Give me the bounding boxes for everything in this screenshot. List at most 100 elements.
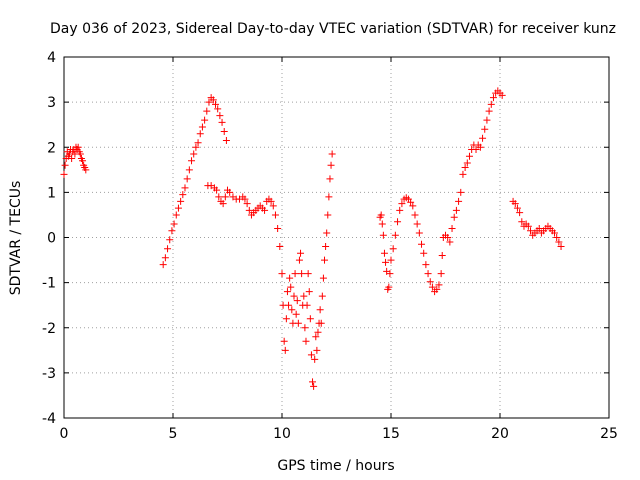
x-axis-label: GPS time / hours (277, 458, 394, 474)
data-point (194, 139, 202, 147)
data-point (201, 116, 209, 124)
x-tick-label: 5 (169, 426, 178, 442)
data-point (196, 130, 204, 138)
data-point (319, 274, 327, 282)
y-tick-label: 1 (47, 185, 56, 201)
data-point (524, 222, 532, 230)
data-point (245, 206, 253, 214)
data-point (312, 333, 320, 341)
data-point (276, 243, 284, 251)
data-point (298, 270, 306, 278)
data-point (283, 288, 291, 296)
data-point (294, 319, 302, 327)
data-point (198, 123, 206, 131)
data-point (293, 297, 301, 305)
data-point (203, 107, 211, 115)
data-point (192, 143, 200, 151)
y-tick-label: 0 (47, 231, 56, 247)
data-point (269, 202, 277, 210)
axis-ticks: 0 5 10 15 20 25 -4 -3 -2 -1 0 1 2 3 4 (42, 50, 618, 442)
data-point (485, 107, 493, 115)
data-point (551, 229, 558, 237)
data-point (222, 136, 230, 144)
data-point (309, 378, 317, 386)
data-point (190, 150, 198, 158)
data-point (68, 155, 76, 163)
data-point (292, 310, 300, 318)
data-point (305, 288, 313, 296)
data-point (513, 204, 521, 212)
data-point (382, 258, 390, 266)
data-point (302, 337, 310, 345)
data-point (322, 243, 330, 251)
x-tick-label: 25 (600, 426, 618, 442)
data-point (179, 191, 187, 199)
data-point (446, 238, 454, 246)
data-point (290, 292, 298, 300)
data-point (164, 245, 172, 253)
data-point (411, 211, 419, 219)
data-point (557, 243, 565, 251)
data-point (428, 283, 436, 291)
data-point (241, 195, 249, 203)
y-tick-label: 2 (47, 140, 56, 156)
data-point (450, 213, 458, 221)
data-point (437, 270, 445, 278)
data-point (60, 170, 68, 178)
y-tick-label: 4 (47, 50, 56, 66)
data-point (481, 125, 489, 133)
data-point (280, 337, 288, 345)
data-point (220, 127, 228, 135)
y-axis-label: SDTVAR / TECUs (8, 181, 24, 296)
data-point (288, 306, 296, 314)
data-point (448, 224, 456, 232)
data-point (386, 270, 394, 278)
data-point (553, 234, 561, 241)
data-point (327, 161, 335, 169)
data-point (226, 188, 234, 196)
data-point (161, 254, 169, 262)
data-point (555, 238, 563, 246)
data-point (518, 218, 526, 226)
data-point (212, 100, 220, 108)
data-point (420, 249, 428, 257)
y-tick-label: -4 (42, 411, 56, 427)
data-point (483, 116, 491, 124)
data-point (301, 324, 309, 332)
data-point (177, 197, 185, 205)
data-point (166, 236, 174, 244)
data-point (433, 285, 441, 293)
data-point (324, 211, 332, 219)
data-point (181, 184, 189, 192)
chart-title: Day 036 of 2023, Sidereal Day-to-day VTE… (50, 21, 616, 37)
data-point (287, 283, 295, 291)
data-point (378, 220, 386, 228)
data-point (435, 281, 443, 289)
data-point (307, 351, 315, 359)
y-tick-label: -2 (42, 321, 56, 337)
data-point (261, 206, 269, 214)
y-tick-label: 3 (47, 95, 56, 111)
data-point (394, 218, 402, 226)
data-point (326, 175, 334, 183)
data-point (271, 211, 279, 219)
data-point (216, 112, 224, 120)
data-point (377, 211, 385, 219)
data-point (415, 229, 423, 237)
data-point (459, 170, 467, 178)
data-point (79, 157, 87, 165)
data-point (316, 306, 324, 314)
data-point (511, 200, 519, 208)
data-point (174, 204, 182, 212)
data-point (61, 161, 69, 169)
data-point (295, 256, 303, 264)
data-point (314, 328, 322, 336)
data-point (535, 224, 543, 232)
data-point (218, 118, 226, 126)
data-point (282, 315, 290, 323)
data-point (321, 256, 329, 264)
data-point (310, 382, 318, 390)
data-point (452, 206, 460, 214)
data-point (438, 252, 446, 260)
